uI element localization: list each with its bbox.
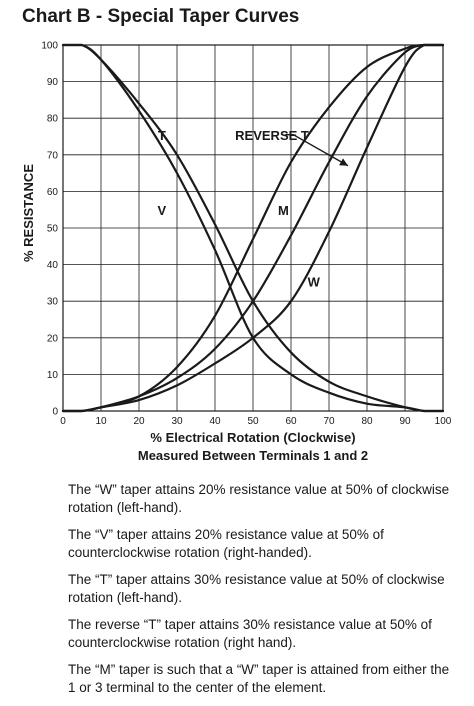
x-tick-30: 30 bbox=[171, 416, 183, 427]
x-tick-10: 10 bbox=[95, 416, 107, 427]
y-tick-10: 10 bbox=[47, 370, 59, 381]
y-axis-label: % RESISTANCE bbox=[21, 164, 36, 262]
reverse-t-arrowhead bbox=[339, 158, 348, 166]
curve-v bbox=[61, 43, 445, 413]
taper-notes: The “W” taper attains 20% resistance val… bbox=[68, 481, 458, 706]
label-t: T bbox=[158, 128, 166, 143]
x-tick-40: 40 bbox=[209, 416, 221, 427]
y-tick-50: 50 bbox=[47, 224, 59, 235]
y-tick-0: 0 bbox=[52, 407, 58, 418]
curve-labels: T V M W REVERSE T bbox=[157, 128, 349, 290]
note-m-taper: The “M” taper is such that a “W” taper i… bbox=[68, 662, 450, 695]
y-tick-30: 30 bbox=[47, 297, 59, 308]
y-tick-70: 70 bbox=[47, 150, 59, 161]
x-axis-label: % Electrical Rotation (Clockwise) bbox=[150, 430, 355, 445]
chart-grid bbox=[62, 44, 444, 412]
axis-ticks: 0 10 20 30 40 50 60 70 80 90 100 0 10 20 30 40 50 60 70 80 9… bbox=[41, 41, 451, 428]
plot-frame bbox=[62, 44, 444, 412]
x-tick-70: 70 bbox=[323, 416, 335, 427]
curve-reverse-t bbox=[61, 43, 445, 413]
x-axis-label-line2: Measured Between Terminals 1 and 2 bbox=[138, 448, 368, 463]
x-tick-90: 90 bbox=[399, 416, 411, 427]
label-reverse-t: REVERSE T bbox=[235, 128, 309, 143]
y-tick-80: 80 bbox=[47, 114, 59, 125]
y-tick-40: 40 bbox=[47, 260, 59, 271]
x-tick-50: 50 bbox=[247, 416, 259, 427]
x-tick-0: 0 bbox=[60, 416, 66, 427]
y-tick-90: 90 bbox=[47, 77, 59, 88]
y-tick-100: 100 bbox=[41, 41, 58, 52]
chart-title: Chart B - Special Taper Curves bbox=[22, 6, 300, 27]
x-tick-60: 60 bbox=[285, 416, 297, 427]
curve-lines bbox=[61, 43, 445, 413]
y-tick-20: 20 bbox=[47, 333, 59, 344]
note-w-taper: The “W” taper attains 20% resistance val… bbox=[68, 482, 450, 515]
label-m: M bbox=[278, 203, 289, 218]
reverse-t-leader-line bbox=[285, 133, 349, 167]
note-v-taper: The “V” taper attains 20% resistance val… bbox=[68, 527, 384, 560]
x-tick-80: 80 bbox=[361, 416, 373, 427]
x-tick-100: 100 bbox=[435, 416, 452, 427]
label-v: V bbox=[157, 203, 166, 218]
label-w: W bbox=[308, 275, 321, 290]
note-reverse-t-taper: The reverse “T” taper attains 30% resist… bbox=[68, 617, 432, 650]
y-tick-60: 60 bbox=[47, 187, 59, 198]
taper-curve-chart: 0 10 20 30 40 50 60 70 80 90 100 0 10 20 30 40 50 60 70 80 9… bbox=[21, 41, 452, 464]
note-t-taper: The “T” taper attains 30% resistance val… bbox=[68, 572, 445, 605]
x-tick-20: 20 bbox=[133, 416, 145, 427]
